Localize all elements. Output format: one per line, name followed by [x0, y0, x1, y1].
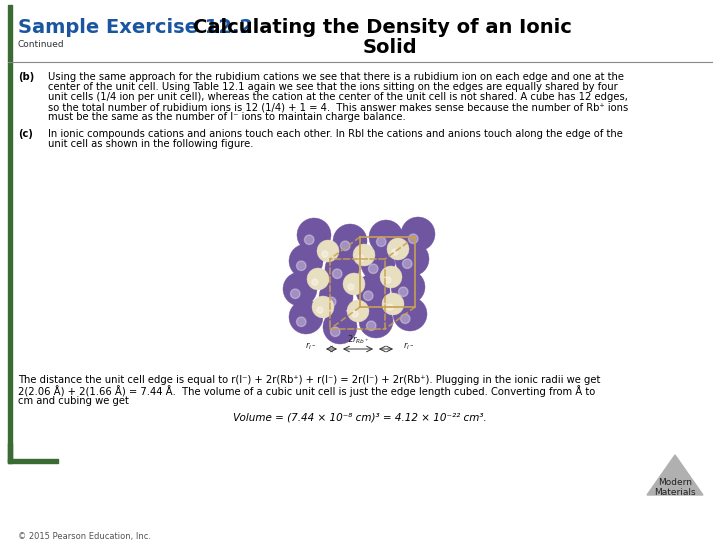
Text: (c): (c)	[18, 129, 33, 139]
Circle shape	[391, 270, 425, 304]
Text: Using the same approach for the rubidium cations we see that there is a rubidium: Using the same approach for the rubidium…	[48, 72, 624, 82]
Text: In ionic compounds cations and anions touch each other. In RbI the cations and a: In ionic compounds cations and anions to…	[48, 129, 623, 139]
Circle shape	[402, 259, 412, 268]
Polygon shape	[647, 455, 703, 495]
Bar	[8, 443, 12, 463]
Circle shape	[361, 247, 395, 281]
Text: $2r_{Rb^+}$: $2r_{Rb^+}$	[346, 334, 369, 346]
Circle shape	[317, 240, 339, 262]
Text: Continued: Continued	[18, 40, 65, 49]
Circle shape	[352, 311, 358, 317]
Circle shape	[333, 269, 342, 279]
Text: The distance the unit cell edge is equal to r(I⁻) + 2r(Rb⁺) + r(I⁻) = 2r(I⁻) + 2: The distance the unit cell edge is equal…	[18, 375, 600, 385]
Circle shape	[353, 244, 375, 266]
Circle shape	[400, 314, 410, 323]
Circle shape	[369, 264, 378, 274]
Circle shape	[398, 287, 408, 296]
Circle shape	[387, 238, 409, 260]
Circle shape	[356, 274, 390, 308]
Circle shape	[297, 317, 306, 327]
Circle shape	[283, 272, 317, 306]
Text: (b): (b)	[18, 72, 35, 82]
Circle shape	[330, 327, 340, 336]
Circle shape	[369, 220, 403, 254]
Text: Solid: Solid	[363, 38, 418, 57]
Circle shape	[312, 296, 334, 318]
Circle shape	[317, 307, 323, 313]
Circle shape	[290, 289, 300, 299]
Circle shape	[307, 268, 329, 290]
Circle shape	[323, 310, 357, 344]
Text: Calculating the Density of an Ionic: Calculating the Density of an Ionic	[193, 18, 572, 37]
Text: $r_{I^-}$: $r_{I^-}$	[305, 341, 316, 352]
Circle shape	[392, 249, 398, 255]
Circle shape	[305, 235, 314, 245]
Circle shape	[387, 304, 393, 310]
Circle shape	[385, 277, 391, 283]
Text: unit cells (1/4 ion per unit cell), whereas the cation at the center of the unit: unit cells (1/4 ion per unit cell), wher…	[48, 92, 628, 102]
Circle shape	[325, 252, 359, 286]
Text: Modern
Materials: Modern Materials	[654, 477, 696, 497]
Text: center of the unit cell. Using Table 12.1 again we see that the ions sitting on : center of the unit cell. Using Table 12.…	[48, 82, 618, 92]
Circle shape	[322, 251, 328, 257]
Circle shape	[319, 280, 353, 314]
Circle shape	[326, 297, 336, 307]
Circle shape	[297, 261, 306, 271]
Text: cm and cubing we get: cm and cubing we get	[18, 396, 129, 406]
Text: $r_{I^-}$: $r_{I^-}$	[403, 341, 415, 352]
Circle shape	[312, 279, 318, 285]
Text: so the total number of rubidium ions is 12 (1/4) + 1 = 4.  This answer makes sen: so the total number of rubidium ions is …	[48, 102, 629, 112]
Circle shape	[401, 217, 435, 251]
Circle shape	[366, 321, 376, 330]
Circle shape	[348, 284, 354, 290]
Circle shape	[377, 237, 386, 247]
Text: must be the same as the number of I⁻ ions to maintain charge balance.: must be the same as the number of I⁻ ion…	[48, 112, 406, 122]
Circle shape	[364, 291, 373, 301]
Circle shape	[380, 266, 402, 288]
Circle shape	[393, 297, 427, 331]
Circle shape	[289, 244, 323, 278]
Text: 2(2.06 Å) + 2(1.66 Å) = 7.44 Å.  The volume of a cubic unit cell is just the edg: 2(2.06 Å) + 2(1.66 Å) = 7.44 Å. The volu…	[18, 386, 595, 397]
Circle shape	[333, 224, 367, 258]
Circle shape	[395, 242, 429, 276]
Circle shape	[358, 255, 364, 261]
Circle shape	[408, 234, 418, 244]
Circle shape	[347, 300, 369, 322]
Circle shape	[341, 241, 350, 251]
Text: Sample Exercise 12.2: Sample Exercise 12.2	[18, 18, 260, 37]
Bar	[8, 459, 58, 463]
Circle shape	[289, 300, 323, 334]
Circle shape	[382, 293, 404, 315]
Bar	[8, 5, 12, 462]
Circle shape	[359, 304, 393, 338]
Text: Volume = (7.44 × 10⁻⁸ cm)³ = 4.12 × 10⁻²² cm³.: Volume = (7.44 × 10⁻⁸ cm)³ = 4.12 × 10⁻²…	[233, 413, 487, 422]
Text: © 2015 Pearson Education, Inc.: © 2015 Pearson Education, Inc.	[18, 532, 151, 540]
Circle shape	[297, 218, 331, 252]
Circle shape	[343, 273, 365, 295]
Text: unit cell as shown in the following figure.: unit cell as shown in the following figu…	[48, 139, 253, 149]
